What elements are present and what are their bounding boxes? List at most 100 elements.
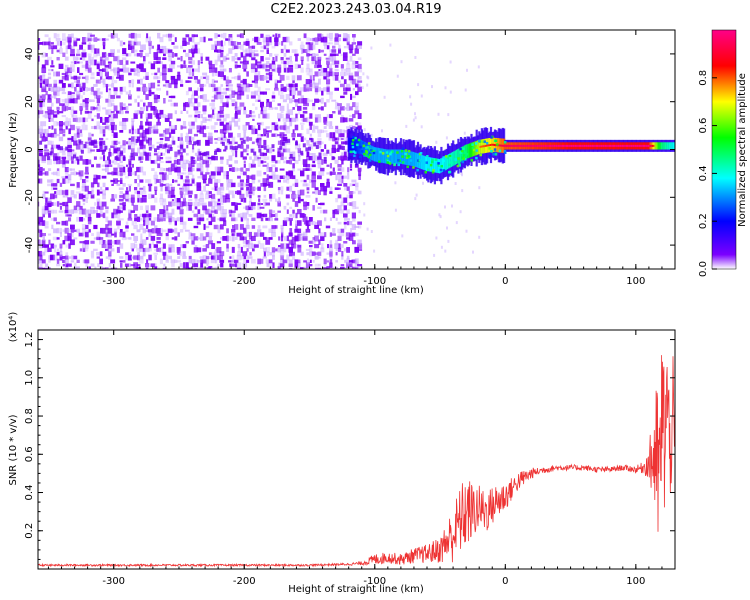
noise-cell (134, 191, 137, 194)
noise-cell (84, 98, 89, 104)
noise-cell (145, 113, 149, 119)
noise-cell (53, 79, 58, 84)
noise-cell (337, 194, 342, 199)
noise-cell (354, 262, 359, 268)
noise-cell (105, 86, 108, 93)
noise-cell (146, 117, 149, 123)
noise-cell (184, 179, 190, 183)
ridge-core (389, 149, 392, 164)
noise-cell (207, 136, 213, 142)
noise-cell (159, 114, 164, 118)
ridge-peak (565, 144, 568, 147)
noise-cell (44, 244, 49, 248)
noise-cell (217, 53, 221, 57)
noise-cell (246, 244, 250, 248)
noise-cell (197, 87, 201, 91)
noise-cell (208, 213, 212, 218)
noise-cell (76, 57, 80, 61)
noise-cell (41, 259, 46, 264)
noise-cell (122, 171, 126, 176)
noise-cell (141, 132, 147, 138)
noise-cell (197, 267, 201, 269)
noise-cell (111, 152, 114, 156)
noise-cell (249, 156, 252, 160)
noise-cell (53, 83, 58, 88)
noise-cell (252, 110, 255, 114)
noise-cell (455, 221, 458, 225)
noise-cell (217, 202, 221, 206)
noise-cell (329, 114, 333, 119)
noise-cell (246, 218, 249, 221)
noise-cell (162, 174, 167, 181)
noise-cell (213, 224, 219, 230)
ridge-core (672, 142, 675, 150)
noise-cell (240, 86, 244, 92)
ridge-speckle (367, 142, 371, 145)
noise-cell (105, 83, 109, 87)
noise-cell (311, 181, 316, 188)
noise-cell (128, 94, 132, 100)
noise-cell (85, 79, 89, 84)
noise-cell (157, 216, 161, 222)
noise-cell (229, 79, 232, 84)
noise-cell (64, 235, 70, 242)
noise-cell (111, 79, 114, 84)
noise-cell (104, 243, 110, 249)
noise-cell (400, 60, 403, 64)
noise-cell (145, 128, 150, 135)
noise-cell (292, 156, 296, 161)
ridge-peak (552, 144, 555, 147)
noise-cell (147, 126, 153, 129)
noise-cell (119, 229, 123, 233)
noise-cell (64, 75, 69, 81)
noise-cell (133, 72, 138, 76)
noise-cell (113, 208, 118, 215)
noise-cell (283, 86, 287, 92)
noise-cell (119, 59, 124, 65)
noise-cell (274, 174, 279, 180)
noise-cell (223, 41, 226, 46)
noise-cell (278, 190, 281, 195)
noise-cell (232, 255, 235, 260)
noise-cell (93, 139, 97, 144)
noise-cell (266, 76, 270, 80)
noise-cell (266, 102, 270, 107)
noise-cell (102, 140, 106, 145)
noise-cell (300, 136, 304, 142)
noise-cell (251, 45, 256, 49)
noise-cell (477, 65, 480, 69)
noise-cell (148, 146, 152, 151)
noise-cell (305, 220, 311, 226)
noise-cell (170, 60, 176, 65)
noise-cell (100, 186, 103, 191)
noise-cell (309, 133, 312, 137)
noise-cell (301, 133, 304, 137)
noise-cell (134, 214, 138, 217)
noise-cell (140, 197, 143, 203)
noise-cell (182, 168, 187, 172)
noise-cell (145, 210, 149, 213)
noise-cell (186, 141, 189, 145)
noise-cell (124, 254, 130, 261)
noise-cell (292, 255, 296, 260)
noise-cell (301, 48, 304, 54)
noise-cell (65, 214, 68, 217)
noise-cell (328, 55, 334, 62)
noise-cell (98, 125, 104, 130)
noise-cell (234, 224, 239, 230)
noise-cell (148, 179, 152, 183)
noise-cell (67, 233, 72, 236)
noise-cell (74, 61, 77, 65)
noise-cell (75, 191, 81, 194)
noise-cell (214, 150, 217, 155)
noise-cell (48, 37, 51, 42)
noise-cell (306, 206, 309, 210)
noise-cell (177, 183, 181, 186)
noise-cell (119, 121, 124, 126)
noise-cell (85, 243, 89, 249)
noise-cell (179, 221, 184, 225)
noise-cell (91, 233, 94, 236)
noise-cell (463, 131, 466, 135)
noise-cell (320, 49, 324, 53)
